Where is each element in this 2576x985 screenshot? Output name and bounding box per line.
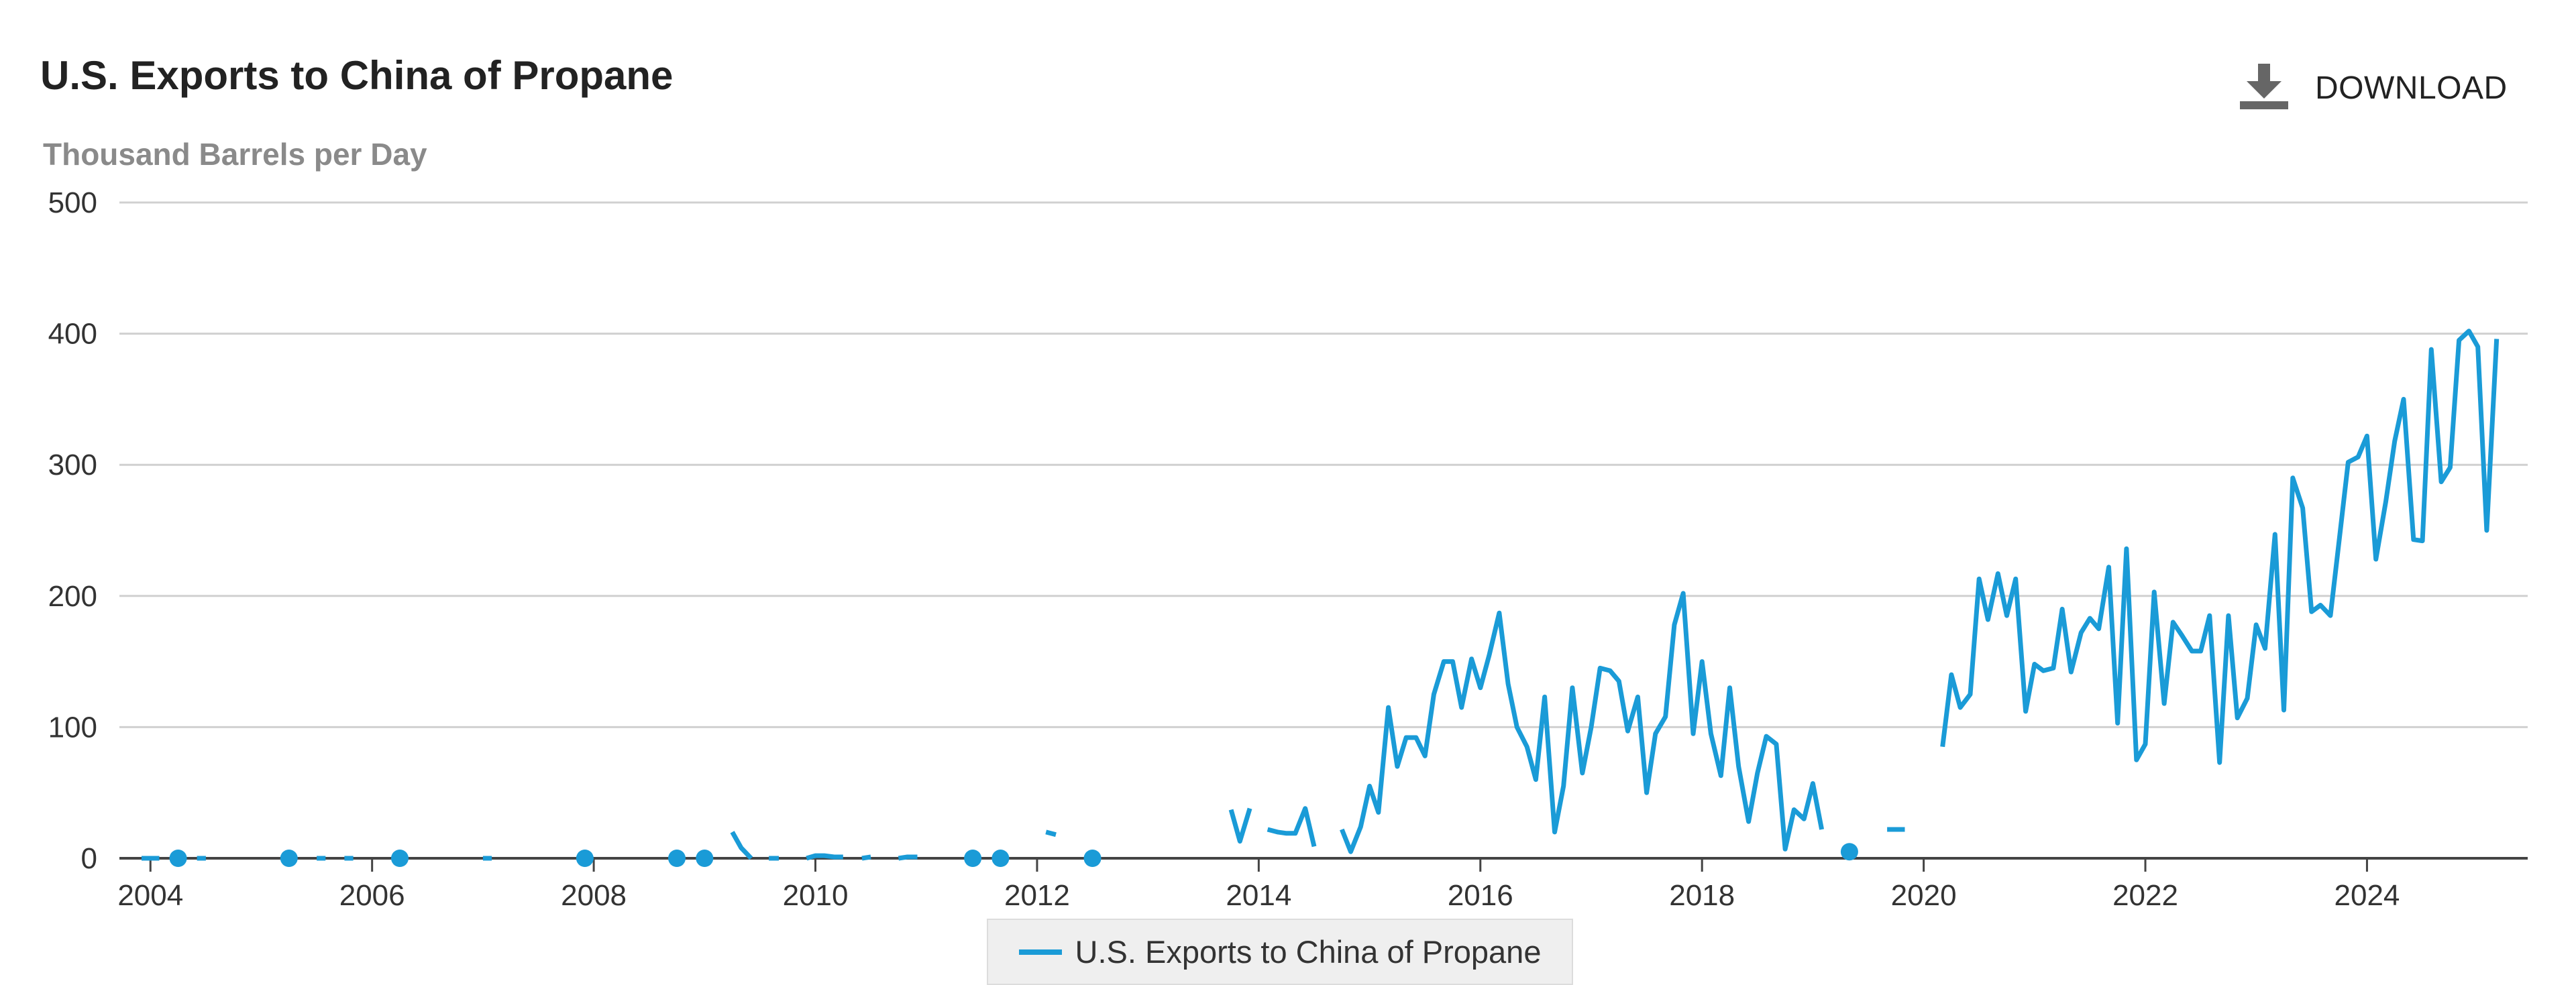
x-tick-label: 2004 — [117, 879, 183, 912]
series-line-segment — [1228, 807, 1252, 844]
series-line-segment — [861, 854, 871, 861]
x-tick-label: 2008 — [561, 879, 627, 912]
x-tick-label: 2020 — [1891, 879, 1957, 912]
series-line-segment — [1045, 829, 1057, 837]
series-line-segment — [1940, 329, 2500, 765]
x-tick-label: 2016 — [1448, 879, 1513, 912]
series-line-segment — [1340, 591, 1825, 854]
series-line-segment — [730, 831, 753, 860]
x-tick-label: 2024 — [2334, 879, 2400, 912]
download-icon — [2240, 64, 2288, 109]
download-button[interactable]: DOWNLOAD — [2237, 64, 2508, 112]
x-axis-ticks: 2004 2006 2008 2010 2012 2014 2016 2018 2020 2022… — [117, 858, 2400, 912]
y-tick-label: 200 — [48, 580, 97, 613]
y-axis-ticks: 0 100 200 300 400 500 — [48, 186, 97, 875]
x-tick-label: 2006 — [339, 879, 405, 912]
series-line-segment — [898, 854, 918, 861]
chart-title: U.S. Exports to China of Propane — [40, 53, 674, 98]
x-tick-label: 2012 — [1004, 879, 1070, 912]
data-point — [1083, 850, 1102, 867]
y-tick-label: 0 — [81, 842, 97, 875]
x-tick-label: 2022 — [2112, 879, 2178, 912]
y-axis-unit-label: Thousand Barrels per Day — [43, 137, 427, 172]
y-tick-label: 300 — [48, 449, 97, 481]
gridlines — [119, 201, 2528, 860]
y-tick-label: 500 — [48, 186, 97, 219]
data-point — [991, 850, 1010, 867]
data-point — [1840, 843, 1858, 861]
y-tick-label: 400 — [48, 318, 97, 351]
x-tick-label: 2014 — [1226, 879, 1291, 912]
x-tick-label: 2010 — [783, 879, 849, 912]
series-u-s-exports-to-china-of-propane — [142, 329, 2500, 867]
x-tick-label: 2018 — [1669, 879, 1735, 912]
data-point — [668, 850, 686, 867]
data-point — [390, 850, 409, 867]
data-point — [280, 850, 298, 867]
legend-swatch — [1018, 949, 1062, 955]
legend-label: U.S. Exports to China of Propane — [1075, 934, 1542, 970]
data-point — [696, 850, 714, 867]
legend-item[interactable]: U.S. Exports to China of Propane — [987, 919, 1573, 985]
series-line-segment — [806, 853, 843, 861]
data-point — [169, 850, 187, 867]
data-point — [964, 850, 982, 867]
download-label: DOWNLOAD — [2315, 70, 2508, 106]
data-point — [576, 850, 594, 867]
series-line-segment — [1267, 806, 1317, 848]
y-tick-label: 100 — [48, 711, 97, 744]
